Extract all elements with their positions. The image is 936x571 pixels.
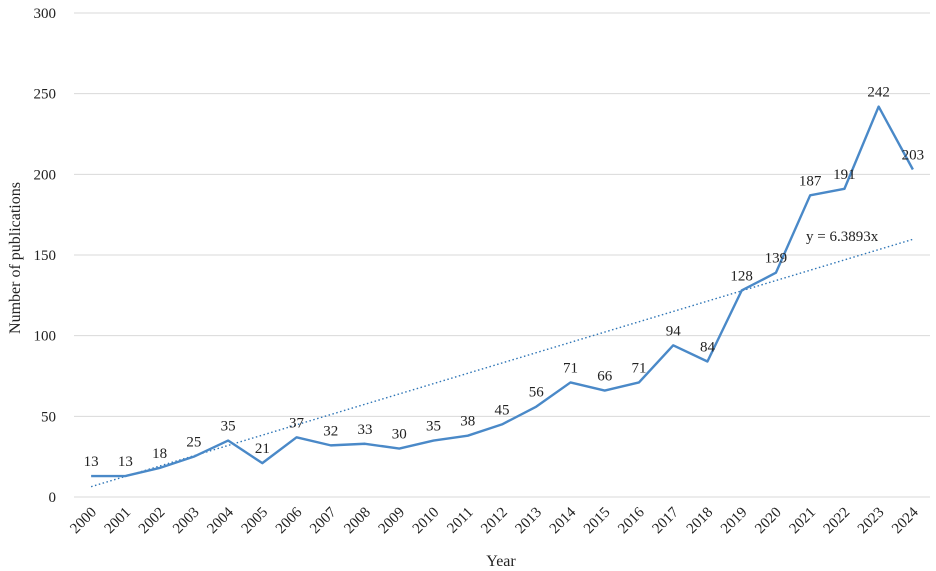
data-label: 13 bbox=[84, 454, 99, 470]
x-tick-label: 2007 bbox=[307, 504, 340, 537]
data-label: 33 bbox=[358, 422, 373, 438]
trendline-equation: y = 6.3893x bbox=[806, 229, 879, 245]
x-tick-label: 2023 bbox=[855, 505, 888, 538]
x-tick-label: 2006 bbox=[273, 504, 306, 537]
x-tick-label: 2005 bbox=[239, 505, 272, 538]
trendline-line bbox=[90, 238, 914, 488]
y-tick-label: 200 bbox=[34, 167, 57, 183]
x-axis-ticks: 2000 2001 2002 2003 2004 2005 2006 2007 2008 2009… bbox=[67, 504, 922, 537]
x-tick-label: 2014 bbox=[547, 504, 580, 537]
data-label: 191 bbox=[833, 167, 856, 183]
data-label: 25 bbox=[186, 435, 201, 451]
data-label: 128 bbox=[730, 268, 753, 284]
data-label: 37 bbox=[289, 415, 305, 431]
x-tick-label: 2013 bbox=[513, 505, 546, 538]
data-label: 35 bbox=[221, 419, 236, 435]
data-label: 30 bbox=[392, 427, 407, 443]
y-tick-label: 0 bbox=[49, 490, 57, 506]
x-tick-label: 2016 bbox=[615, 504, 648, 537]
series-lines bbox=[91, 105, 914, 478]
y-tick-label: 300 bbox=[34, 6, 57, 22]
x-tick-label: 2004 bbox=[204, 504, 237, 537]
x-tick-label: 2015 bbox=[581, 505, 614, 538]
x-tick-label: 2008 bbox=[341, 505, 374, 538]
data-label: 38 bbox=[460, 414, 475, 430]
y-axis-ticks: 0 50 100 150 200 250 300 bbox=[34, 6, 57, 506]
data-label: 94 bbox=[666, 323, 682, 339]
data-label: 139 bbox=[765, 251, 788, 267]
x-axis-label: Year bbox=[486, 553, 516, 570]
y-tick-label: 150 bbox=[34, 248, 57, 264]
x-tick-label: 2024 bbox=[889, 504, 922, 537]
data-label: 13 bbox=[118, 454, 133, 470]
data-label: 71 bbox=[631, 360, 646, 376]
data-label: 35 bbox=[426, 419, 441, 435]
y-axis-label: Number of publications bbox=[7, 182, 24, 334]
data-label: 84 bbox=[700, 339, 716, 355]
data-label: 18 bbox=[152, 446, 167, 462]
x-tick-label: 2003 bbox=[170, 505, 203, 538]
data-label: 56 bbox=[529, 385, 545, 401]
data-label: 66 bbox=[597, 369, 613, 385]
series-line bbox=[91, 105, 914, 478]
y-tick-label: 50 bbox=[41, 409, 56, 425]
x-tick-label: 2022 bbox=[821, 505, 854, 538]
x-tick-label: 2001 bbox=[102, 505, 135, 538]
x-tick-label: 2000 bbox=[67, 505, 100, 538]
x-tick-label: 2011 bbox=[444, 505, 476, 537]
x-tick-label: 2020 bbox=[752, 505, 785, 538]
data-label: 242 bbox=[867, 85, 890, 101]
data-label: 71 bbox=[563, 360, 578, 376]
x-tick-label: 2021 bbox=[786, 505, 819, 538]
y-tick-label: 250 bbox=[34, 87, 57, 103]
data-label: 21 bbox=[255, 441, 270, 457]
data-label: 45 bbox=[495, 402, 510, 418]
x-tick-label: 2017 bbox=[650, 504, 683, 537]
x-tick-label: 2010 bbox=[410, 505, 443, 538]
x-tick-label: 2019 bbox=[718, 505, 751, 538]
x-tick-label: 2002 bbox=[136, 505, 169, 538]
x-tick-label: 2018 bbox=[684, 505, 717, 538]
x-tick-label: 2009 bbox=[376, 505, 409, 538]
data-label: 187 bbox=[799, 173, 822, 189]
gridlines bbox=[74, 12, 930, 498]
y-tick-label: 100 bbox=[34, 329, 57, 345]
x-tick-label: 2012 bbox=[478, 505, 511, 538]
trendline bbox=[90, 238, 914, 488]
data-label: 32 bbox=[323, 423, 338, 439]
data-label: 203 bbox=[902, 147, 925, 163]
data-labels: 13 13 18 25 35 21 37 32 33 30 35 38 45 56 71 66 71 94 84 12… bbox=[84, 85, 925, 470]
